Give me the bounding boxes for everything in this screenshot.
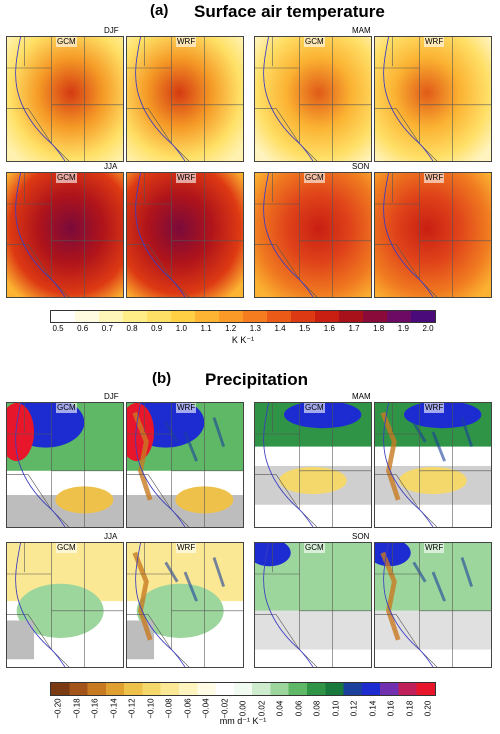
model-label: GCM	[56, 403, 77, 413]
model-label: GCM	[304, 403, 325, 413]
season-label: JJA	[104, 162, 118, 171]
colorbar-tick-label: 1.3	[249, 324, 261, 333]
colorbar-tick-label: 0.20	[423, 700, 433, 717]
season-label: MAM	[352, 26, 371, 35]
map-panel-mam-gcm	[254, 402, 372, 528]
colorbar-tick-label: 2.0	[422, 324, 434, 333]
map-panel-jja-gcm	[6, 172, 124, 298]
map-panel-son-wrf	[374, 542, 492, 668]
colorbar-tick-label: 0.12	[349, 700, 359, 717]
section-b-title: Precipitation	[205, 370, 308, 389]
colorbar-tick-label: −0.14	[109, 698, 118, 719]
section-a-title: Surface air temperature	[194, 2, 385, 21]
map-panel-son-wrf	[374, 172, 492, 298]
model-label: WRF	[176, 173, 197, 183]
section-a-tag: (a)	[150, 2, 169, 19]
season-label: JJA	[104, 532, 118, 541]
map-panel-jja-gcm	[6, 542, 124, 668]
model-label: GCM	[304, 543, 325, 553]
model-label: WRF	[424, 543, 445, 553]
colorbar-tick-label: 1.6	[323, 324, 335, 333]
season-label: MAM	[352, 392, 371, 401]
model-label: GCM	[304, 173, 325, 183]
colorbar-tick-label: −0.12	[127, 698, 137, 719]
colorbar-tick-label: 1.8	[373, 324, 385, 333]
season-label: DJF	[104, 26, 119, 35]
colorbar-tick-label: 1.7	[348, 324, 360, 333]
model-label: WRF	[424, 37, 445, 47]
model-label: GCM	[304, 37, 325, 47]
colorbar-tick-label: −0.16	[90, 698, 100, 719]
model-label: GCM	[56, 173, 77, 183]
model-label: WRF	[176, 37, 197, 47]
colorbar-tick-label: 0.5	[52, 324, 64, 333]
map-panel-mam-wrf	[374, 402, 492, 528]
model-label: WRF	[176, 403, 197, 413]
colorbar-tick-label: 1.5	[299, 324, 311, 333]
colorbar-tick-label: −0.18	[72, 698, 81, 719]
map-panel-mam-gcm	[254, 36, 372, 162]
model-label: GCM	[56, 37, 77, 47]
map-panel-djf-gcm	[6, 36, 124, 162]
colorbar-tick-label: 1.2	[225, 324, 237, 333]
colorbar-tick-label: 0.18	[405, 700, 414, 717]
map-panel-son-gcm	[254, 172, 372, 298]
colorbar-tick-label: −0.20	[53, 698, 63, 719]
colorbar-tick-label: 1.9	[397, 324, 409, 333]
precipitation-colorbar	[50, 682, 436, 696]
season-label: DJF	[104, 392, 119, 401]
model-label: WRF	[424, 173, 445, 183]
colorbar-tick-label: 0.9	[151, 324, 163, 333]
colorbar-tick-label: 1.4	[274, 324, 286, 333]
precipitation-colorbar-unit: mm d⁻¹ K⁻¹	[219, 716, 267, 726]
temperature-colorbar-unit: K K⁻¹	[231, 335, 255, 345]
model-label: WRF	[424, 403, 445, 413]
colorbar-tick-label: 0.6	[77, 324, 89, 333]
map-panel-jja-wrf	[126, 172, 244, 298]
model-label: GCM	[56, 543, 77, 553]
colorbar-tick-label: 1.0	[175, 324, 187, 333]
season-label: SON	[352, 532, 370, 541]
colorbar-tick-label: 1.1	[200, 324, 212, 333]
colorbar-tick-label: 0.14	[368, 700, 377, 717]
temperature-colorbar	[50, 310, 436, 323]
map-panel-djf-wrf	[126, 36, 244, 162]
map-panel-djf-wrf	[126, 402, 244, 528]
map-panel-son-gcm	[254, 542, 372, 668]
map-panel-jja-wrf	[126, 542, 244, 668]
season-label: SON	[352, 162, 370, 171]
section-b-tag: (b)	[152, 370, 172, 387]
map-panel-djf-gcm	[6, 402, 124, 528]
model-label: WRF	[176, 543, 197, 553]
map-panel-mam-wrf	[374, 36, 492, 162]
colorbar-tick-label: 0.7	[101, 324, 113, 333]
colorbar-tick-label: 0.16	[386, 700, 396, 717]
colorbar-tick-label: 0.8	[126, 324, 138, 333]
